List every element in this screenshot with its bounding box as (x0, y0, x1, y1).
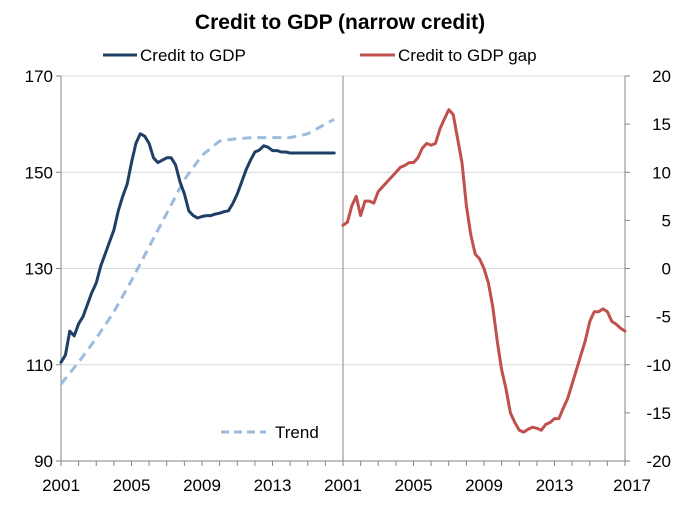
left-x-tick-label-1: 2005 (113, 476, 151, 495)
right-x-tick-label-0: 2001 (324, 476, 362, 495)
left-x-tick-label-2: 2009 (183, 476, 221, 495)
series-line-credit-to-gdp-gap (341, 108, 627, 434)
right-y-tick-label-1: -15 (646, 404, 671, 423)
right-x-tick-label-2: 2009 (465, 476, 503, 495)
right-y-tick-label-5: 5 (662, 211, 671, 230)
right-y-tick-label-4: 0 (662, 260, 671, 279)
chart-title: Credit to GDP (narrow credit) (195, 11, 485, 34)
right-y-tick-label-6: 10 (652, 163, 671, 182)
right-x-tick-label-3: 2013 (536, 476, 574, 495)
axes (56, 75, 630, 466)
right-x-tick-label-1: 2005 (395, 476, 433, 495)
series-line-credit-to-gdp (59, 132, 336, 364)
series-lines (59, 108, 627, 434)
left-y-tick-label-3: 150 (25, 163, 53, 182)
legend-label-trend: Trend (275, 423, 319, 442)
legend-label-credit-to-gdp: Credit to GDP (140, 46, 246, 65)
right-y-tick-label-3: -5 (656, 308, 671, 327)
left-x-tick-label-3: 2013 (254, 476, 292, 495)
legend: Credit to GDP Credit to GDP gap Trend (103, 46, 537, 442)
right-x-tick-label-4: 2017 (613, 476, 651, 495)
left-y-tick-label-0: 90 (34, 452, 53, 471)
series-line-trend (59, 117, 335, 385)
left-y-tick-label-1: 110 (26, 356, 53, 375)
legend-label-credit-to-gdp-gap: Credit to GDP gap (398, 46, 537, 65)
right-y-tick-label-8: 20 (652, 67, 671, 86)
left-y-tick-label-4: 170 (25, 67, 53, 86)
tick-labels: 90 110 130 150 170 -20 -15 -10 -5 0 5 10 15 20 2001 200… (25, 67, 671, 495)
right-y-tick-label-7: 15 (652, 115, 671, 134)
left-x-tick-label-0: 2001 (42, 476, 80, 495)
right-y-tick-label-0: -20 (646, 452, 671, 471)
left-y-tick-label-2: 130 (25, 260, 53, 279)
right-y-tick-label-2: -10 (646, 356, 671, 375)
